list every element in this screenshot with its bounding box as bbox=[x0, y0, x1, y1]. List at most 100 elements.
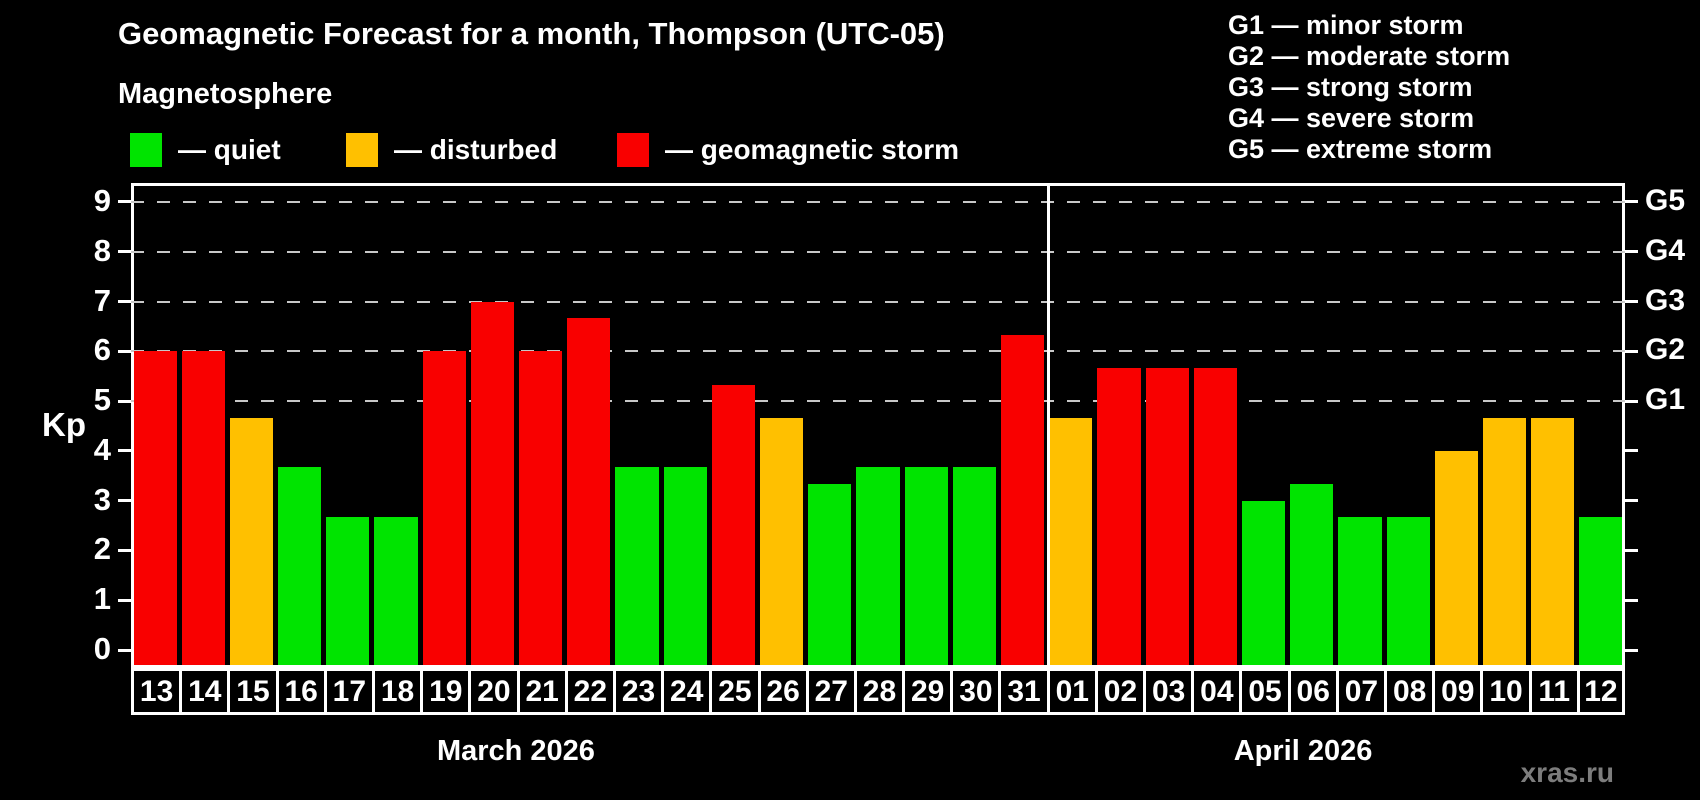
y-tick-label-3: 3 bbox=[93, 481, 111, 517]
kp-bar-day-22 bbox=[567, 317, 611, 665]
day-label-box-26: 26 bbox=[757, 668, 809, 715]
month-separator bbox=[1046, 183, 1050, 668]
day-label-box-27: 27 bbox=[805, 668, 857, 715]
legend-label-storm: — geomagnetic storm bbox=[665, 134, 960, 165]
g-scale-label-g1: G1 bbox=[1645, 383, 1686, 417]
day-label-box-28: 28 bbox=[853, 668, 906, 715]
kp-bar-day-06 bbox=[1290, 484, 1334, 665]
page-title: Geomagnetic Forecast for a month, Thomps… bbox=[118, 16, 945, 51]
y-tick-left-7 bbox=[118, 300, 131, 303]
kp-bar-day-12 bbox=[1579, 517, 1623, 665]
storm-scale-line-g1: G1 — minor storm bbox=[1228, 10, 1464, 40]
y-tick-right-4 bbox=[1625, 449, 1638, 453]
day-label-box-16: 16 bbox=[275, 668, 327, 715]
day-label-box-31: 31 bbox=[998, 668, 1050, 715]
kp-bar-day-18 bbox=[374, 517, 418, 665]
day-label-box-13: 13 bbox=[131, 668, 183, 715]
kp-bar-day-29 bbox=[904, 467, 948, 665]
kp-bar-day-19 bbox=[422, 351, 466, 665]
legend-item-quiet: — quiet bbox=[130, 130, 281, 170]
kp-bar-day-27 bbox=[808, 484, 852, 665]
day-label-box-21: 21 bbox=[516, 668, 568, 715]
y-tick-label-5: 5 bbox=[93, 382, 111, 418]
legend-item-storm: — geomagnetic storm bbox=[617, 130, 959, 170]
kp-bar-day-01 bbox=[1049, 417, 1093, 665]
kp-bar-day-04 bbox=[1193, 367, 1237, 665]
chart-subtitle: Magnetosphere bbox=[118, 78, 333, 110]
y-tick-left-3 bbox=[118, 499, 131, 503]
quiet-swatch-icon bbox=[130, 133, 162, 167]
storm-scale-line-g2: G2 — moderate storm bbox=[1228, 41, 1511, 71]
y-tick-left-0 bbox=[118, 648, 131, 652]
day-label-box-17: 17 bbox=[323, 668, 375, 715]
kp-bar-day-10 bbox=[1482, 417, 1527, 665]
storm-scale-line-g4: G4 — severe storm bbox=[1228, 103, 1475, 133]
gridline-kp5 bbox=[131, 400, 1625, 403]
kp-bar-day-13 bbox=[133, 351, 177, 665]
day-label-box-18: 18 bbox=[371, 668, 424, 715]
kp-bar-day-30 bbox=[952, 467, 996, 665]
day-label-box-02: 02 bbox=[1094, 668, 1147, 715]
y-tick-right-5 bbox=[1625, 399, 1638, 403]
gridline-kp6 bbox=[131, 350, 1625, 353]
day-label-box-11: 11 bbox=[1528, 668, 1580, 715]
day-label-box-12: 12 bbox=[1576, 668, 1625, 715]
day-label-box-24: 24 bbox=[661, 668, 713, 715]
y-tick-label-0: 0 bbox=[93, 631, 111, 667]
g-scale-label-g2: G2 bbox=[1645, 333, 1686, 367]
kp-bar-day-05 bbox=[1241, 500, 1286, 665]
storm-scale-legend: G1 — minor storm G2 — moderate storm G3 — … bbox=[1228, 10, 1510, 165]
day-label-box-23: 23 bbox=[612, 668, 665, 715]
kp-bar-day-23 bbox=[615, 467, 659, 665]
legend-label-disturbed: — disturbed bbox=[394, 134, 558, 165]
y-tick-label-6: 6 bbox=[93, 332, 111, 368]
day-label-box-05: 05 bbox=[1239, 668, 1291, 715]
kp-bar-day-16 bbox=[278, 467, 322, 665]
g-scale-label-g3: G3 bbox=[1645, 283, 1686, 317]
g-scale-label-g4: G4 bbox=[1645, 233, 1686, 267]
day-label-box-25: 25 bbox=[709, 668, 761, 715]
kp-bar-day-25 bbox=[711, 384, 755, 665]
kp-bar-day-03 bbox=[1145, 367, 1189, 665]
kp-bar-day-07 bbox=[1338, 517, 1382, 665]
y-tick-right-6 bbox=[1625, 349, 1638, 353]
kp-bar-day-21 bbox=[519, 351, 563, 665]
y-tick-left-6 bbox=[118, 349, 131, 353]
legend-item-disturbed: — disturbed bbox=[346, 130, 557, 170]
kp-bar-day-26 bbox=[760, 417, 804, 665]
y-tick-right-2 bbox=[1625, 548, 1638, 552]
day-label-box-09: 09 bbox=[1432, 668, 1484, 715]
storm-scale-line-g5: G5 — extreme storm bbox=[1228, 134, 1493, 164]
y-tick-label-1: 1 bbox=[93, 581, 111, 617]
y-tick-label-7: 7 bbox=[93, 282, 111, 318]
day-label-box-10: 10 bbox=[1480, 668, 1532, 715]
y-tick-label-2: 2 bbox=[93, 531, 111, 567]
y-tick-left-1 bbox=[118, 598, 131, 602]
y-tick-right-0 bbox=[1625, 648, 1638, 652]
watermark: xras.ru bbox=[1520, 757, 1614, 788]
day-label-box-29: 29 bbox=[902, 668, 954, 715]
y-tick-left-2 bbox=[118, 548, 131, 552]
gridline-kp7 bbox=[131, 300, 1625, 303]
day-label-box-22: 22 bbox=[564, 668, 616, 715]
day-label-box-01: 01 bbox=[1046, 668, 1098, 715]
kp-bar-day-02 bbox=[1097, 367, 1141, 665]
kp-bar-day-31 bbox=[1000, 334, 1045, 665]
kp-bar-day-17 bbox=[326, 517, 370, 665]
kp-bar-day-24 bbox=[663, 467, 707, 665]
kp-bar-day-09 bbox=[1434, 450, 1478, 665]
disturbed-swatch-icon bbox=[346, 133, 378, 167]
day-label-box-15: 15 bbox=[227, 668, 279, 715]
y-tick-right-1 bbox=[1625, 598, 1638, 602]
plot-area bbox=[131, 183, 1625, 668]
y-tick-label-9: 9 bbox=[93, 182, 111, 218]
kp-bar-day-15 bbox=[229, 417, 274, 665]
day-label-box-14: 14 bbox=[179, 668, 231, 715]
day-label-box-08: 08 bbox=[1384, 668, 1436, 715]
month-label-march: March 2026 bbox=[436, 735, 595, 767]
kp-bar-day-08 bbox=[1386, 517, 1430, 665]
y-tick-label-8: 8 bbox=[93, 232, 111, 268]
y-tick-right-8 bbox=[1625, 250, 1638, 254]
y-axis-label: Kp bbox=[42, 405, 86, 443]
